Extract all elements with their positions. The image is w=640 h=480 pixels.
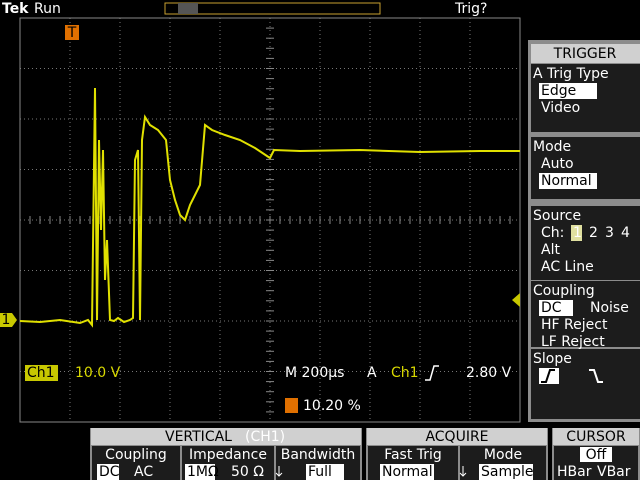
waveform-trace bbox=[19, 87, 520, 328]
menu-option[interactable]: Alt bbox=[541, 242, 560, 258]
menu-option[interactable]: 50 Ω bbox=[231, 464, 264, 480]
menu-label: Source bbox=[533, 208, 581, 224]
selected-bg bbox=[479, 464, 533, 480]
record-window bbox=[178, 3, 198, 14]
menu-option[interactable]: Full bbox=[308, 464, 332, 480]
menu-option[interactable]: VBar bbox=[597, 464, 631, 480]
trigger-marker-label: T bbox=[67, 25, 77, 41]
menu-option[interactable]: 1MΩ bbox=[187, 464, 219, 480]
channel-option[interactable]: 3 bbox=[605, 225, 614, 241]
graticule bbox=[19, 17, 521, 422]
channel-option[interactable]: 1 bbox=[573, 225, 582, 241]
record-bar bbox=[164, 2, 381, 15]
selected-bg bbox=[539, 173, 597, 189]
menu-option[interactable]: Noise bbox=[590, 300, 629, 316]
run-status: Run bbox=[34, 1, 61, 17]
menu-label: Bandwidth bbox=[281, 447, 356, 463]
menu-option[interactable]: AC Line bbox=[541, 259, 594, 275]
arrow-icon bbox=[459, 466, 467, 477]
menu-title: ACQUIRE bbox=[425, 429, 488, 445]
menu-label: Fast Trig bbox=[384, 447, 442, 463]
readout-trigger-channel: Ch1 bbox=[391, 365, 419, 381]
menu-label: Mode bbox=[484, 447, 522, 463]
menu-option[interactable]: Video bbox=[541, 100, 580, 116]
menu-label: Coupling bbox=[533, 283, 595, 299]
menu-option[interactable]: AC bbox=[134, 464, 153, 480]
readout-scale: 10.0 V bbox=[75, 365, 121, 381]
channel-marker-label: 1 bbox=[2, 312, 11, 328]
menu-header bbox=[91, 428, 361, 445]
selected-bg bbox=[580, 447, 612, 462]
trigger-state: Trig? bbox=[454, 1, 487, 17]
menu-option[interactable]: Edge bbox=[541, 83, 576, 99]
menu-option[interactable]: HBar bbox=[557, 464, 592, 480]
trigger-level-marker bbox=[512, 293, 520, 307]
side-menu-header bbox=[531, 44, 640, 63]
menu-option[interactable]: DC bbox=[541, 300, 562, 316]
brand: Tek bbox=[2, 1, 29, 17]
menu-option[interactable]: Off bbox=[586, 447, 607, 463]
slope-falling[interactable] bbox=[589, 369, 603, 383]
readout-trigger-prefix: A bbox=[367, 365, 377, 381]
menu-label: Impedance bbox=[189, 447, 267, 463]
menu-label: A Trig Type bbox=[533, 66, 609, 82]
trigger-marker bbox=[65, 25, 79, 40]
selected-bg bbox=[97, 464, 119, 480]
menu-option[interactable]: DC bbox=[99, 464, 120, 480]
menu-header bbox=[553, 428, 639, 445]
menu-title: VERTICAL bbox=[165, 429, 232, 445]
menu-label: Slope bbox=[533, 351, 572, 367]
selected-bg bbox=[306, 464, 344, 480]
slope-icon bbox=[425, 365, 439, 381]
selected-bg bbox=[571, 225, 582, 241]
menu-label: Coupling bbox=[105, 447, 167, 463]
selected-bg bbox=[380, 464, 434, 480]
slope-rising[interactable] bbox=[541, 369, 555, 383]
readout-trigger-level: 2.80 V bbox=[466, 365, 512, 381]
menu-option[interactable]: Sample bbox=[481, 464, 534, 480]
menu-option[interactable]: Normal bbox=[541, 173, 592, 189]
channel-badge bbox=[25, 365, 58, 381]
selected-bg bbox=[185, 464, 215, 480]
menu-option[interactable]: Auto bbox=[541, 156, 574, 172]
arrow-icon bbox=[275, 466, 283, 477]
readout-channel: Ch1 bbox=[27, 365, 55, 381]
channel-marker bbox=[0, 313, 17, 327]
menu-option[interactable]: HF Reject bbox=[541, 317, 608, 333]
menu-header bbox=[367, 428, 547, 445]
menu-option[interactable]: LF Reject bbox=[541, 334, 605, 350]
trigger-position-icon bbox=[285, 398, 298, 413]
side-menu-title: TRIGGER bbox=[553, 46, 617, 62]
menu-title-channel: (CH1) bbox=[245, 429, 285, 445]
graticule-frame bbox=[19, 17, 521, 423]
readout-trigger-position: 10.20 % bbox=[303, 398, 361, 414]
channel-option[interactable]: 4 bbox=[621, 225, 630, 241]
channel-label: Ch: bbox=[541, 225, 564, 241]
channel-option[interactable]: 2 bbox=[589, 225, 598, 241]
readout-timebase: M 200µs bbox=[285, 365, 344, 381]
menu-label: Mode bbox=[533, 139, 571, 155]
selected-bg bbox=[539, 83, 597, 99]
menu-option[interactable]: Normal bbox=[382, 464, 433, 480]
menu-section[interactable] bbox=[531, 206, 640, 280]
selected-bg bbox=[539, 300, 573, 316]
menu-title: CURSOR bbox=[566, 429, 626, 445]
